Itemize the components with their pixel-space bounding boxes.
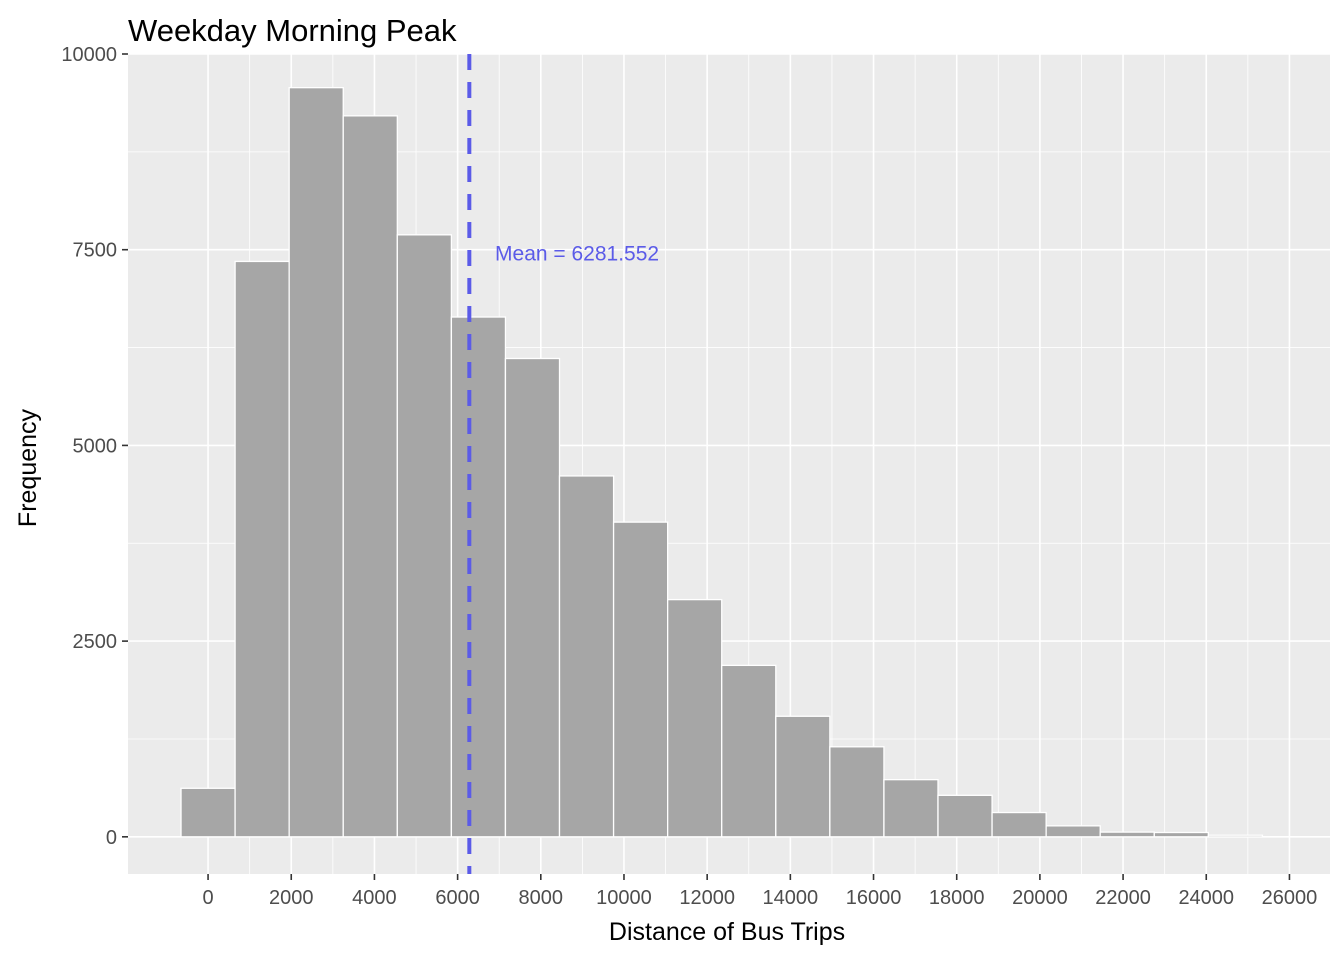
x-tick-label: 24000 [1178,887,1234,909]
histogram-bar [1045,825,1101,838]
histogram-bar [991,811,1047,838]
histogram-bars [180,87,1264,838]
histogram-bar [1099,831,1155,838]
y-axis-title: Frequency [14,408,42,527]
x-tick-label: 8000 [519,887,564,909]
x-tick-label: 18000 [929,887,985,909]
histogram-bar [288,87,344,838]
histogram-bar [504,357,561,838]
histogram-bar [450,316,507,838]
histogram-bar [775,715,831,838]
histogram-bar [937,794,993,838]
y-axis: 0 2500 5000 7500 10000 [61,44,128,849]
histogram-bar [1207,834,1264,838]
histogram-bar [180,787,236,838]
histogram-bar [1153,831,1209,838]
x-tick-label: 20000 [1012,887,1068,909]
x-tick-label: 4000 [352,887,397,909]
x-tick-label: 22000 [1095,887,1151,909]
x-tick-label: 12000 [679,887,735,909]
mean-annotation: Mean = 6281.552 [495,243,659,266]
x-tick-label: 16000 [846,887,902,909]
x-tick-label: 2000 [269,887,314,909]
x-axis-title: Distance of Bus Trips [609,918,845,946]
histogram-bar [396,234,453,838]
histogram-bar [342,115,398,838]
histogram-bar [234,260,290,838]
x-tick-label: 14000 [763,887,819,909]
chart-title: Weekday Morning Peak [128,13,457,48]
y-tick-label: 5000 [73,435,118,457]
histogram-bar [829,746,885,838]
histogram-bar [883,779,939,838]
x-tick-label: 26000 [1262,887,1318,909]
histogram-bar [558,475,615,838]
y-tick-label: 0 [106,827,117,849]
histogram-bar [721,664,777,838]
y-tick-label: 10000 [61,44,117,66]
histogram-bar [667,598,723,838]
y-tick-label: 2500 [73,631,118,653]
x-tick-label: 0 [203,887,214,909]
x-tick-label: 10000 [596,887,652,909]
y-tick-label: 7500 [73,240,118,262]
histogram-bar [612,521,669,838]
x-tick-label: 6000 [435,887,480,909]
x-axis: 0 2000 4000 6000 8000 10000 12000 14000 16000 180… [203,874,1318,909]
